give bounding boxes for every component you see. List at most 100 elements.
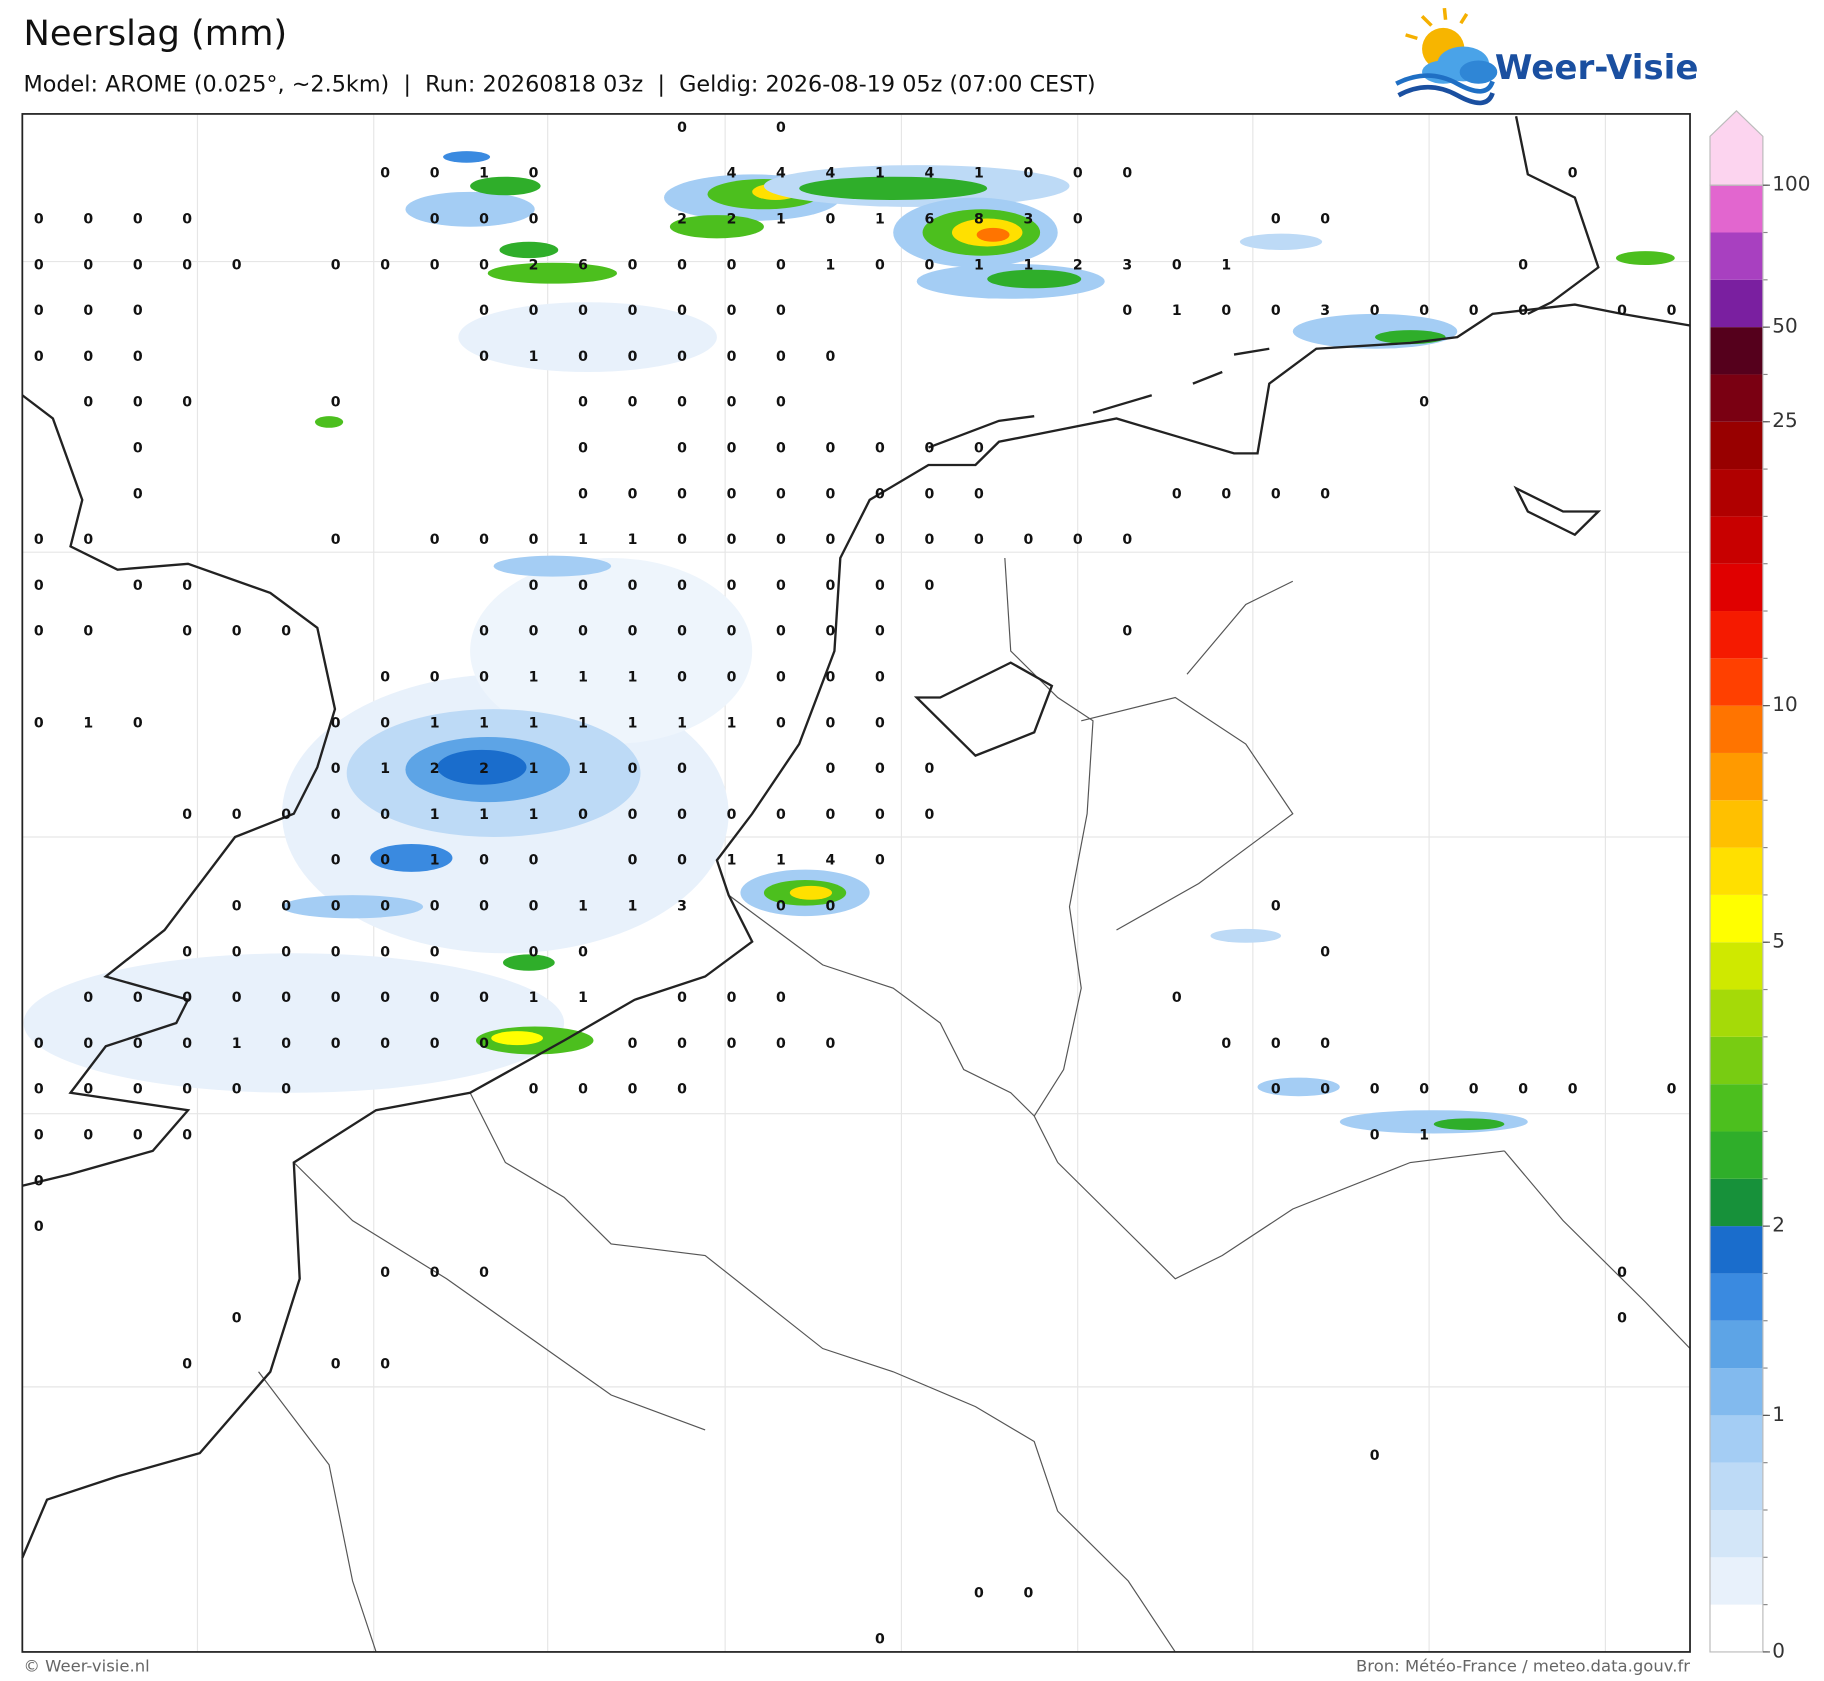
- grid-value: 1: [727, 853, 737, 869]
- grid-value: 0: [875, 257, 885, 273]
- grid-value: 0: [826, 761, 836, 777]
- grid-value: 0: [875, 670, 885, 686]
- grid-value: 0: [182, 624, 192, 640]
- grid-value: 0: [776, 578, 786, 594]
- logo-icon: [1395, 7, 1498, 106]
- grid-value: 0: [578, 486, 588, 502]
- grid-value: 0: [1172, 257, 1182, 273]
- grid-value: 0: [34, 1173, 44, 1189]
- grid-value: 0: [1518, 257, 1528, 273]
- logo-text: Weer-Visie: [1495, 48, 1698, 87]
- grid-value: 0: [677, 624, 687, 640]
- grid-value: 0: [1320, 212, 1330, 228]
- colorbar-swatch: [1710, 1509, 1763, 1558]
- grid-value: 0: [430, 1036, 440, 1052]
- grid-value: 0: [133, 715, 143, 731]
- grid-value: 1: [232, 1036, 242, 1052]
- grid-value: 0: [34, 532, 44, 548]
- grid-value: 0: [1518, 303, 1528, 319]
- colorbar-swatch: [1710, 1036, 1763, 1085]
- grid-value: 0: [232, 944, 242, 960]
- grid-value: 1: [578, 532, 588, 548]
- grid-value: 0: [628, 1082, 638, 1098]
- grid-value: 0: [826, 486, 836, 502]
- grid-value: 0: [479, 303, 489, 319]
- grid-value: 0: [826, 349, 836, 365]
- colorbar-swatch: [1710, 516, 1763, 564]
- grid-value: 0: [776, 899, 786, 915]
- colorbar-swatch: [1710, 989, 1763, 1037]
- grid-value: 2: [727, 212, 737, 228]
- grid-value: 0: [974, 1586, 984, 1602]
- colorbar-tick-label: 5: [1772, 930, 1785, 953]
- colorbar-extension: [1709, 109, 1764, 186]
- grid-value: 0: [974, 532, 984, 548]
- grid-value: 0: [1370, 1082, 1380, 1098]
- grid-value: 0: [776, 303, 786, 319]
- grid-value: 0: [182, 944, 192, 960]
- colorbar-swatch: [1710, 1368, 1763, 1416]
- grid-value: 1: [380, 761, 390, 777]
- grid-value: 1: [1023, 257, 1033, 273]
- colorbar-swatch: [1710, 800, 1763, 848]
- grid-value: 0: [677, 257, 687, 273]
- grid-value: 0: [380, 899, 390, 915]
- grid-value: 0: [628, 257, 638, 273]
- colorbar-swatch: [1710, 232, 1763, 280]
- grid-value: 1: [628, 715, 638, 731]
- grid-value: 0: [628, 578, 638, 594]
- grid-value: 0: [380, 853, 390, 869]
- grid-value: 0: [331, 395, 341, 411]
- grid-value: 0: [479, 349, 489, 365]
- grid-value: 0: [727, 807, 737, 823]
- colorbar-tick-label: 25: [1772, 409, 1797, 432]
- grid-value: 1: [430, 807, 440, 823]
- grid-value: 0: [182, 212, 192, 228]
- colorbar-swatch: [1710, 1226, 1763, 1274]
- grid-value: 3: [1023, 212, 1033, 228]
- grid-value: 0: [182, 1357, 192, 1373]
- grid-value: 0: [133, 257, 143, 273]
- grid-value: 0: [34, 1128, 44, 1144]
- grid-value: 0: [1073, 166, 1083, 182]
- grid-value: 0: [34, 212, 44, 228]
- colorbar-swatch: [1710, 279, 1763, 328]
- grid-value: 0: [331, 853, 341, 869]
- grid-value: 0: [331, 1357, 341, 1373]
- grid-value: 0: [677, 578, 687, 594]
- grid-value: 2: [479, 761, 489, 777]
- grid-value: 0: [826, 899, 836, 915]
- colorbar-swatch: [1710, 1131, 1763, 1179]
- grid-value: 0: [83, 303, 93, 319]
- grid-value: 0: [380, 807, 390, 823]
- grid-value: 0: [1023, 532, 1033, 548]
- grid-value: 0: [34, 1036, 44, 1052]
- grid-value: 0: [331, 532, 341, 548]
- grid-value: 0: [628, 1036, 638, 1052]
- grid-value: 0: [529, 944, 539, 960]
- grid-value: 0: [1617, 303, 1627, 319]
- grid-value: 0: [677, 532, 687, 548]
- grid-value: 0: [1320, 1082, 1330, 1098]
- colorbar-swatch: [1710, 1462, 1763, 1510]
- grid-value: 0: [875, 578, 885, 594]
- grid-value: 0: [380, 715, 390, 731]
- grid-value: 4: [727, 166, 737, 182]
- grid-value: 1: [628, 532, 638, 548]
- grid-value: 0: [430, 532, 440, 548]
- grid-value: 0: [281, 1082, 291, 1098]
- grid-value: 0: [479, 853, 489, 869]
- grid-value: 0: [826, 715, 836, 731]
- grid-value: 0: [83, 1082, 93, 1098]
- grid-value: 0: [578, 1082, 588, 1098]
- grid-value: 1: [1172, 303, 1182, 319]
- grid-value: 0: [380, 166, 390, 182]
- grid-value: 0: [1122, 166, 1132, 182]
- grid-values: 0 0 0 0 1 0 4 4 4 1 4 1 0 0 0 0 0 0 0 0 0 0 0 2 2 1 0 1 6 8 3 0 0 0 0 0 0 0 0 0…: [34, 120, 1677, 1647]
- grid-value: 0: [380, 670, 390, 686]
- grid-value: 8: [974, 212, 984, 228]
- grid-value: 0: [232, 1311, 242, 1327]
- grid-value: 0: [83, 395, 93, 411]
